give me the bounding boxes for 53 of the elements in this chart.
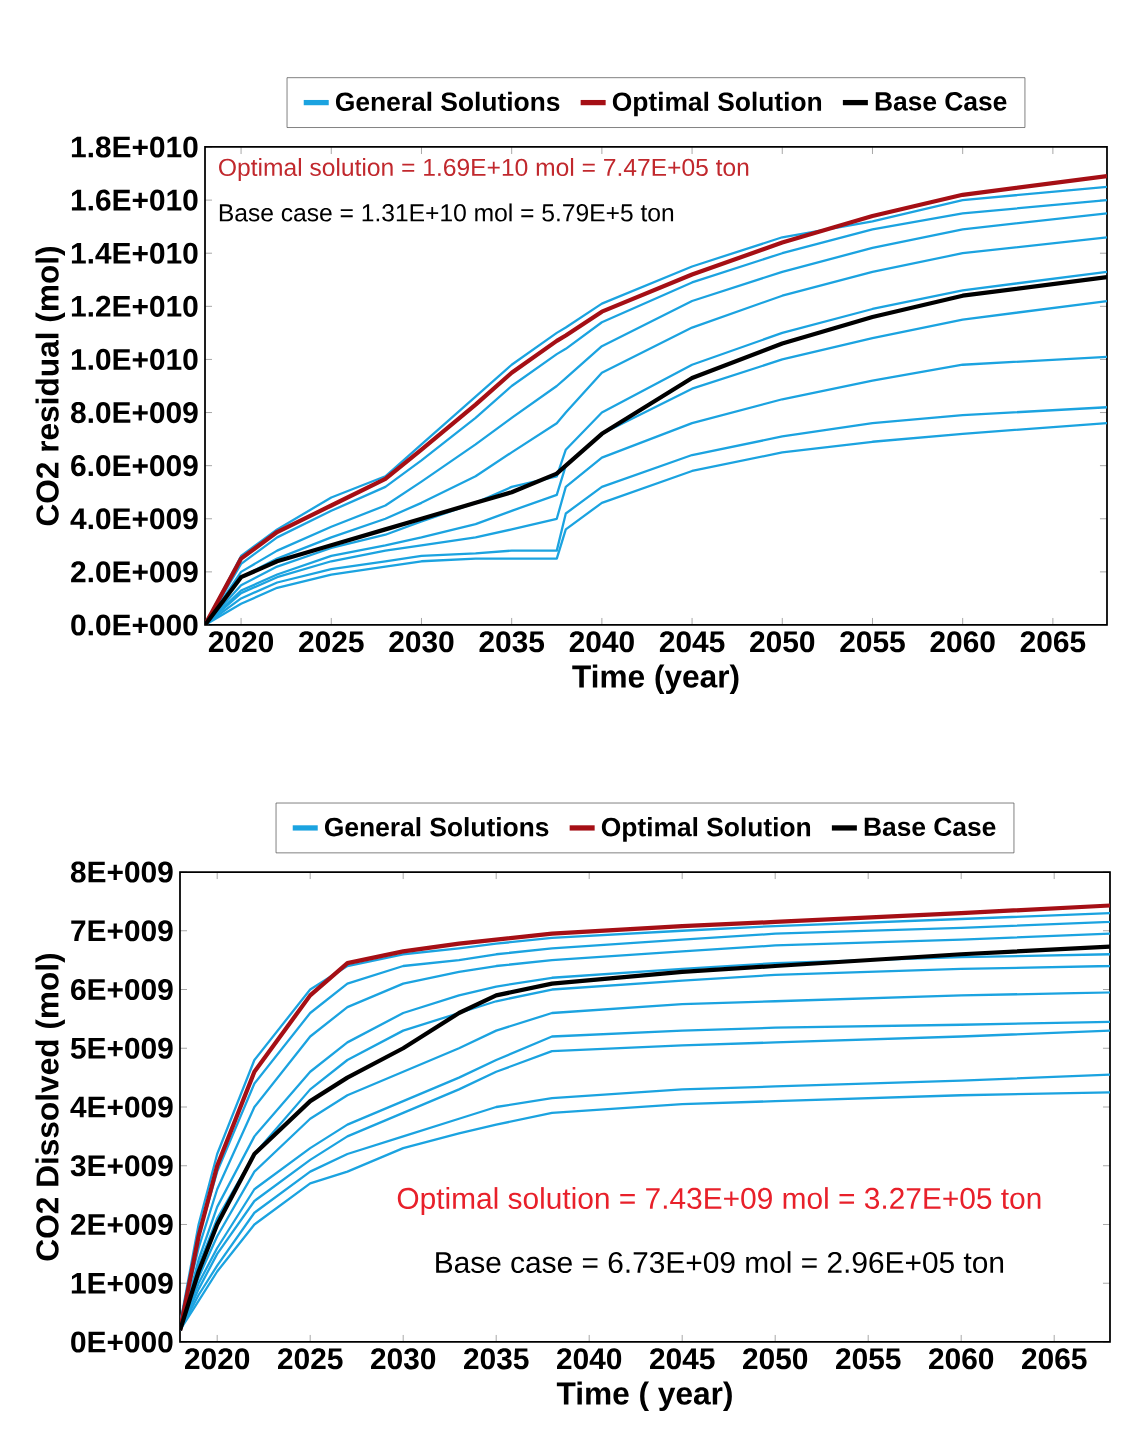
x-tick-label: 2040 xyxy=(569,631,634,653)
y-tick-label: 2.0E+009 xyxy=(71,561,198,583)
y-tick-label: 1.8E+010 xyxy=(71,136,198,158)
y-axis-title: CO2 Dissolved (mol) xyxy=(35,953,65,1261)
y-tick-label: 4E+009 xyxy=(70,1096,173,1118)
y-tick-label: 1.6E+010 xyxy=(71,189,198,211)
y-tick-label: 2E+009 xyxy=(71,1213,173,1236)
x-tick-label: 2065 xyxy=(1022,1348,1087,1370)
legend-label: General Solutions xyxy=(335,91,560,112)
y-tick-label: 8E+009 xyxy=(70,861,173,883)
y-axis-title: CO2 residual (mol) xyxy=(35,246,65,526)
x-tick-label: 2065 xyxy=(1020,631,1086,653)
x-tick-label: 2060 xyxy=(929,1348,994,1370)
legend-label: General Solutions xyxy=(324,817,549,837)
x-axis-title: Time (year) xyxy=(572,664,739,694)
x-tick-label: 2050 xyxy=(750,631,815,653)
y-tick-label: 0.0E+000 xyxy=(71,614,198,636)
x-tick-label: 2055 xyxy=(840,631,905,653)
y-tick-label: 0E+000 xyxy=(71,1331,173,1353)
x-tick-label: 2025 xyxy=(278,1348,343,1370)
y-tick-label: 6.0E+009 xyxy=(71,455,198,477)
annotation: Optimal solution = 7.43E+09 mol = 3.27E+05 ton xyxy=(397,1187,1041,1215)
y-tick-label: 5E+009 xyxy=(70,1037,173,1059)
x-axis-title: Time ( year) xyxy=(556,1381,732,1411)
x-tick-label: 2035 xyxy=(479,631,545,653)
y-tick-label: 7E+009 xyxy=(71,920,173,942)
legend-label: Optimal Solution xyxy=(601,817,811,842)
annotation: Optimal solution = 1.69E+10 mol = 7.47E+05 ton xyxy=(219,158,749,181)
y-tick-label: 1.2E+010 xyxy=(71,295,198,317)
x-tick-label: 2055 xyxy=(836,1348,901,1370)
legend-label: Base Case xyxy=(864,817,996,837)
legend-label: Base Case xyxy=(875,92,1007,111)
y-tick-label: 3E+009 xyxy=(70,1155,173,1177)
x-tick-label: 2020 xyxy=(208,631,274,653)
x-tick-label: 2040 xyxy=(557,1348,622,1370)
x-tick-label: 2060 xyxy=(930,631,995,653)
x-tick-label: 2020 xyxy=(185,1348,250,1370)
legend-label: Optimal Solution xyxy=(612,91,822,117)
x-tick-label: 2035 xyxy=(464,1348,529,1370)
x-tick-label: 2030 xyxy=(389,631,454,653)
y-tick-label: 1.0E+010 xyxy=(71,348,198,371)
y-tick-label: 8.0E+009 xyxy=(70,401,198,424)
x-tick-label: 2030 xyxy=(371,1348,436,1370)
y-tick-label: 1E+009 xyxy=(71,1272,173,1294)
x-tick-label: 2025 xyxy=(299,631,364,653)
x-tick-label: 2045 xyxy=(650,1348,715,1370)
y-tick-label: 1.4E+010 xyxy=(71,242,198,264)
y-tick-label: 6E+009 xyxy=(71,978,173,1001)
x-tick-label: 2045 xyxy=(659,631,725,653)
annotation: Base case = 1.31E+10 mol = 5.79E+5 ton xyxy=(219,203,674,222)
x-tick-label: 2050 xyxy=(743,1348,808,1370)
y-tick-label: 4.0E+009 xyxy=(70,508,198,530)
annotation: Base case = 6.73E+09 mol = 2.96E+05 ton xyxy=(436,1251,1004,1274)
